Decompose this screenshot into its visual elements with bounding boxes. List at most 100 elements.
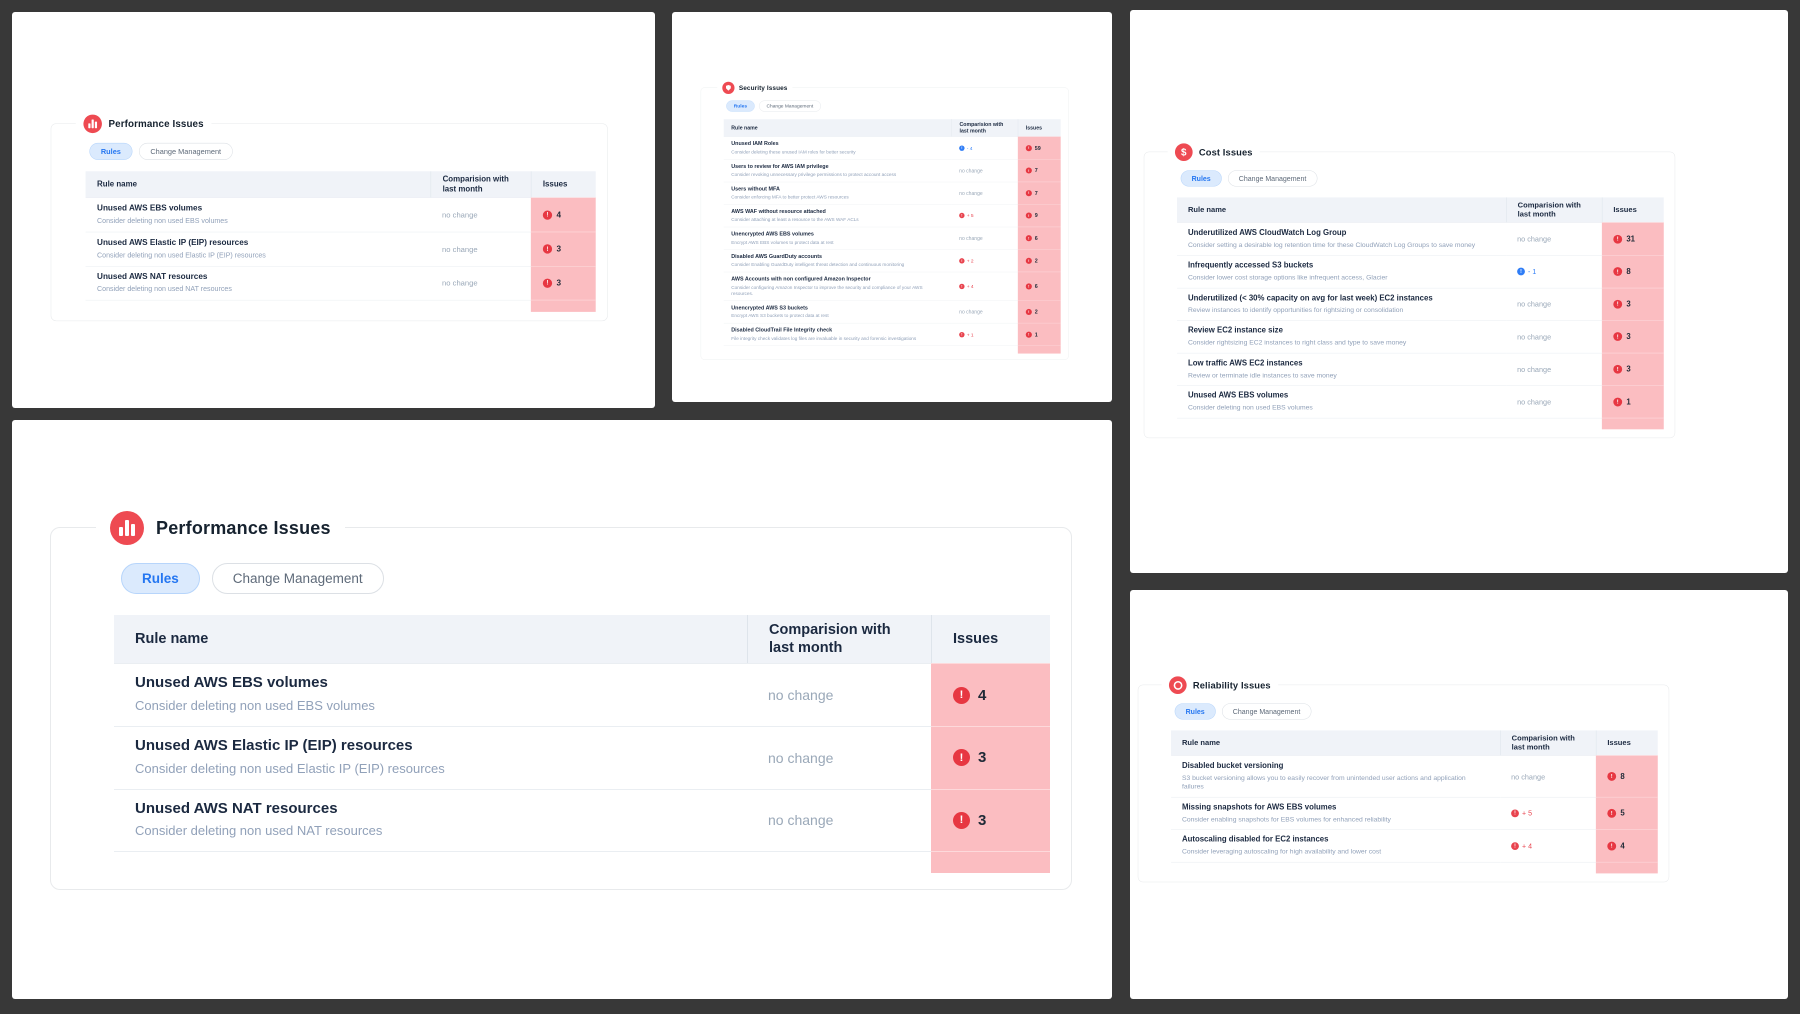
table-row[interactable]: Users to review for AWS IAM privilege Co… xyxy=(723,159,1061,182)
comparison-trend: ! + 1 xyxy=(959,331,974,338)
comparison-trend: ! - 1 xyxy=(1517,267,1536,276)
rule-description: Consider Enabling GuardDuty intelligent … xyxy=(731,261,905,268)
issues-cell: ! 6 xyxy=(1017,271,1061,301)
issues-cell: ! 5 xyxy=(1595,796,1658,830)
table-row[interactable]: AWS Accounts with non configured Amazon … xyxy=(723,271,1061,301)
comparison-cell: ! + 4 xyxy=(951,271,1018,301)
issues-cell: ! 3 xyxy=(1601,287,1664,321)
table-header: Rule name Comparision with last month Is… xyxy=(1171,730,1658,756)
table-row[interactable]: Unused AWS NAT resources Consider deleti… xyxy=(85,265,596,300)
column-header-rule-name: Rule name xyxy=(1181,738,1221,748)
column-header-comparison: Comparision with last month xyxy=(430,171,531,198)
comparison-no-change: no change xyxy=(768,749,834,766)
table-row[interactable]: Unencrypted AWS EBS volumes Encrypt AWS … xyxy=(723,226,1061,250)
table-row[interactable]: Underutilized (< 30% capacity on avg for… xyxy=(1177,287,1664,321)
tab-change-management[interactable]: Change Management xyxy=(1221,703,1312,720)
rule-cell: AWS Accounts with non configured Amazon … xyxy=(723,271,952,301)
comparison-no-change: no change xyxy=(1517,234,1552,244)
table-row[interactable]: Users without MFA Consider enforcing MFA… xyxy=(723,181,1061,205)
alert-icon: ! xyxy=(1025,212,1032,219)
tab-rules[interactable]: Rules xyxy=(121,563,200,594)
table-row[interactable]: Disabled bucket versioning S3 bucket ver… xyxy=(1171,755,1658,797)
comparison-cell: no change xyxy=(951,226,1018,250)
comparison-no-change: no change xyxy=(1517,300,1552,309)
rule-title: AWS WAF without resource attached xyxy=(731,208,826,215)
comparison-cell: no change xyxy=(1506,352,1602,386)
tab-rules[interactable]: Rules xyxy=(89,142,133,160)
panel-title: Reliability Issues xyxy=(1192,679,1271,691)
bar-chart-icon xyxy=(110,511,144,545)
table-row[interactable]: Unused AWS EBS volumes Consider deleting… xyxy=(114,663,1050,726)
alert-icon: ! xyxy=(542,210,553,220)
table-row[interactable]: Autoscaling disabled for EC2 instances C… xyxy=(1171,829,1658,862)
panel-legend: Security Issues xyxy=(717,81,793,95)
alert-icon: ! xyxy=(1607,841,1617,851)
panel-card: Performance Issues Rules Change Manageme… xyxy=(50,510,1072,891)
column-header-rule-name: Rule name xyxy=(1187,205,1227,215)
table-row[interactable]: Unused AWS NAT resources Consider deleti… xyxy=(114,788,1050,852)
tab-change-management[interactable]: Change Management xyxy=(138,142,233,160)
alert-icon: ! xyxy=(1025,190,1032,197)
table-row[interactable]: Unused AWS EBS volumes Consider deleting… xyxy=(1177,385,1664,418)
table-row[interactable]: AWS WAF without resource attached Consid… xyxy=(723,204,1061,227)
rule-cell: Unused AWS Elastic IP (EIP) resources Co… xyxy=(114,725,747,789)
alert-icon: ! xyxy=(1613,364,1623,374)
panel-title: Cost Issues xyxy=(1198,146,1253,158)
tab-change-management[interactable]: Change Management xyxy=(211,563,384,594)
issues-cell: ! 3 xyxy=(1601,320,1664,353)
rule-cell: Autoscaling disabled for EC2 instances C… xyxy=(1171,829,1501,862)
table-row[interactable]: Unused AWS EBS volumes Consider deleting… xyxy=(85,197,596,232)
issues-count: 6 xyxy=(1034,235,1038,242)
rule-title: AWS Accounts with non configured Amazon … xyxy=(731,275,871,282)
comparison-no-change: no change xyxy=(768,687,834,704)
tab-change-management[interactable]: Change Management xyxy=(1227,170,1318,187)
column-header-comparison: Comparision with last month xyxy=(951,119,1018,137)
issues-cell: ! 3 xyxy=(1601,352,1664,386)
tab-change-management[interactable]: Change Management xyxy=(758,100,821,112)
comparison-no-change: no change xyxy=(1511,772,1546,781)
table-row[interactable]: Unused AWS Elastic IP (EIP) resources Co… xyxy=(114,725,1050,789)
shield-icon xyxy=(722,81,735,94)
table-row[interactable]: Unencrypted AWS S3 buckets Encrypt AWS S… xyxy=(723,300,1061,324)
comparison-trend: ! + 4 xyxy=(1511,842,1532,850)
tab-rules[interactable]: Rules xyxy=(1174,703,1216,720)
rule-title: Low traffic AWS EC2 instances xyxy=(1187,358,1303,368)
rule-cell: Disabled bucket versioning S3 bucket ver… xyxy=(1171,755,1501,796)
issues-cell: ! 3 xyxy=(530,265,596,300)
table-row[interactable]: Unused IAM Roles Consider deleting these… xyxy=(723,136,1061,160)
tab-rules[interactable]: Rules xyxy=(726,100,755,112)
alert-icon: ! xyxy=(542,244,553,254)
issues-count: 8 xyxy=(1620,772,1625,781)
table-row[interactable]: Underutilized AWS CloudWatch Log Group C… xyxy=(1177,222,1664,256)
rule-cell: Disabled AWS GuardDuty accounts Consider… xyxy=(723,249,952,272)
issues-cell: ! 59 xyxy=(1017,136,1061,160)
table-row[interactable]: Disabled AWS GuardDuty accounts Consider… xyxy=(723,249,1061,272)
increase-icon: ! xyxy=(1511,809,1519,818)
table-row[interactable]: Review EC2 instance size Consider rights… xyxy=(1177,320,1664,353)
comparison-label: + 4 xyxy=(966,283,974,290)
tab-rules[interactable]: Rules xyxy=(1180,170,1222,187)
comparison-cell: ! + 5 xyxy=(1500,796,1596,830)
decrease-icon: ! xyxy=(1517,267,1525,276)
comparison-trend: ! + 5 xyxy=(1511,809,1532,818)
comparison-label: + 2 xyxy=(966,258,974,264)
table-row[interactable]: Missing snapshots for AWS EBS volumes Co… xyxy=(1171,796,1658,830)
panel-legend: Performance Issues xyxy=(96,510,345,546)
rule-cell: Users without MFA Consider enforcing MFA… xyxy=(723,181,952,205)
comparison-cell: no change xyxy=(951,181,1018,205)
issues-count: 3 xyxy=(1626,364,1631,374)
comparison-no-change: no change xyxy=(442,244,478,254)
alert-icon: ! xyxy=(1025,308,1032,316)
comparison-cell: no change xyxy=(747,788,931,852)
rule-cell: Unused AWS NAT resources Consider deleti… xyxy=(114,788,747,852)
table-header: Rule name Comparision with last month Is… xyxy=(723,119,1061,137)
table-row[interactable]: Infrequently accessed S3 buckets Conside… xyxy=(1177,255,1664,288)
table-row[interactable]: Unused AWS Elastic IP (EIP) resources Co… xyxy=(85,231,596,266)
rule-cell: Underutilized AWS CloudWatch Log Group C… xyxy=(1177,222,1507,255)
comparison-cell: no change xyxy=(430,197,531,232)
table-row[interactable]: Disabled CloudTrail File Integrity check… xyxy=(723,323,1061,346)
comparison-label: + 1 xyxy=(966,331,974,338)
rule-description: Consider lower cost storage options like… xyxy=(1187,273,1388,281)
table-row[interactable]: Low traffic AWS EC2 instances Review or … xyxy=(1177,352,1664,386)
alert-icon: ! xyxy=(1607,808,1617,818)
